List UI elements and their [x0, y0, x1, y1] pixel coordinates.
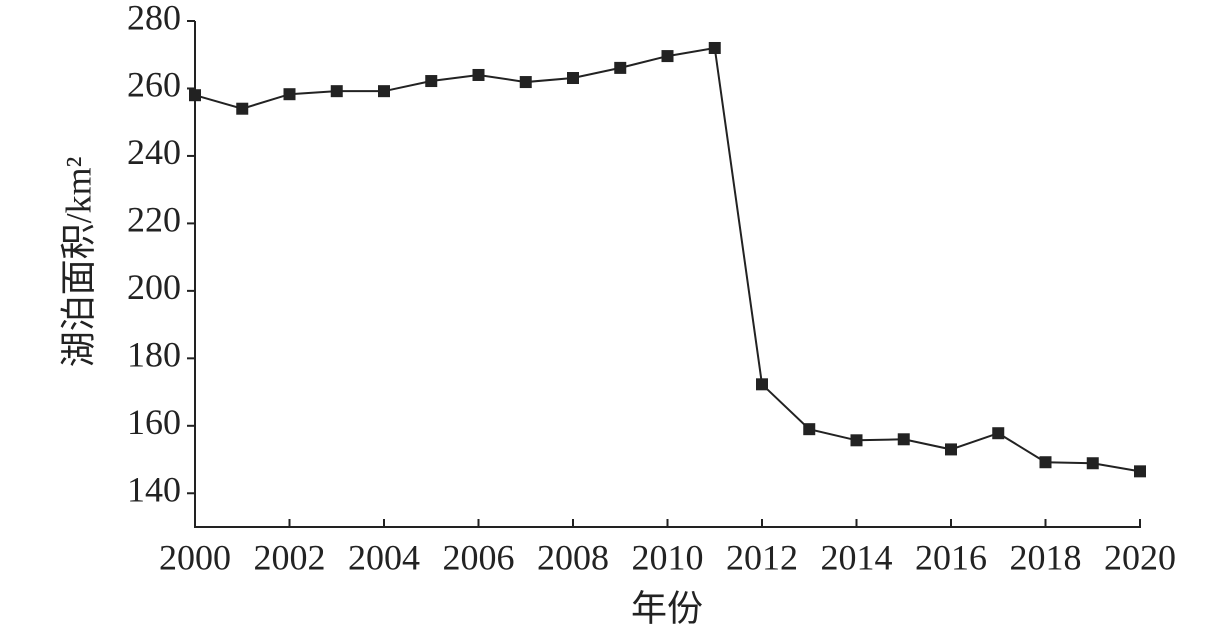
point-marker	[897, 433, 910, 446]
x-tick-label: 2004	[348, 537, 420, 577]
x-tick-label: 2012	[726, 537, 798, 577]
point-marker	[945, 443, 957, 456]
y-tick-label: 260	[127, 65, 181, 105]
point-marker	[1039, 456, 1052, 469]
y-tick-label: 160	[127, 402, 181, 442]
point-marker	[283, 88, 296, 101]
y-axis-title: 湖泊面积/km²	[58, 157, 98, 368]
y-tick-label: 140	[127, 470, 181, 510]
point-marker	[803, 423, 816, 436]
point-marker	[330, 85, 343, 98]
y-tick-label: 240	[127, 132, 181, 172]
series-line	[194, 46, 1141, 473]
x-tick-label: 2006	[443, 537, 515, 577]
x-tick-label: 2018	[1010, 537, 1082, 577]
point-marker	[708, 41, 721, 54]
point-marker	[189, 89, 201, 102]
x-tick-label: 2010	[632, 537, 704, 577]
point-marker	[614, 61, 627, 74]
point-marker	[519, 76, 532, 89]
point-marker	[567, 72, 579, 85]
point-marker	[756, 378, 768, 391]
y-tick-label: 220	[127, 200, 181, 240]
y-tick-label: 280	[127, 0, 181, 37]
point-marker	[1086, 457, 1099, 470]
x-tick-label: 2000	[159, 537, 231, 577]
x-tick-label: 2008	[537, 537, 609, 577]
point-marker	[425, 75, 438, 88]
x-tick-label: 2002	[254, 537, 326, 577]
point-marker	[850, 434, 863, 447]
y-tick-label: 180	[127, 335, 181, 375]
x-tick-label: 2016	[915, 537, 987, 577]
point-marker	[1134, 465, 1146, 478]
x-axis-title: 年份	[631, 588, 703, 628]
point-marker	[992, 427, 1005, 440]
x-tick-label: 2020	[1104, 537, 1176, 577]
point-marker	[236, 102, 249, 115]
point-marker	[472, 68, 485, 81]
point-marker	[661, 50, 674, 63]
point-marker	[378, 85, 390, 98]
x-tick-label: 2014	[821, 537, 893, 577]
y-tick-label: 200	[127, 267, 181, 307]
